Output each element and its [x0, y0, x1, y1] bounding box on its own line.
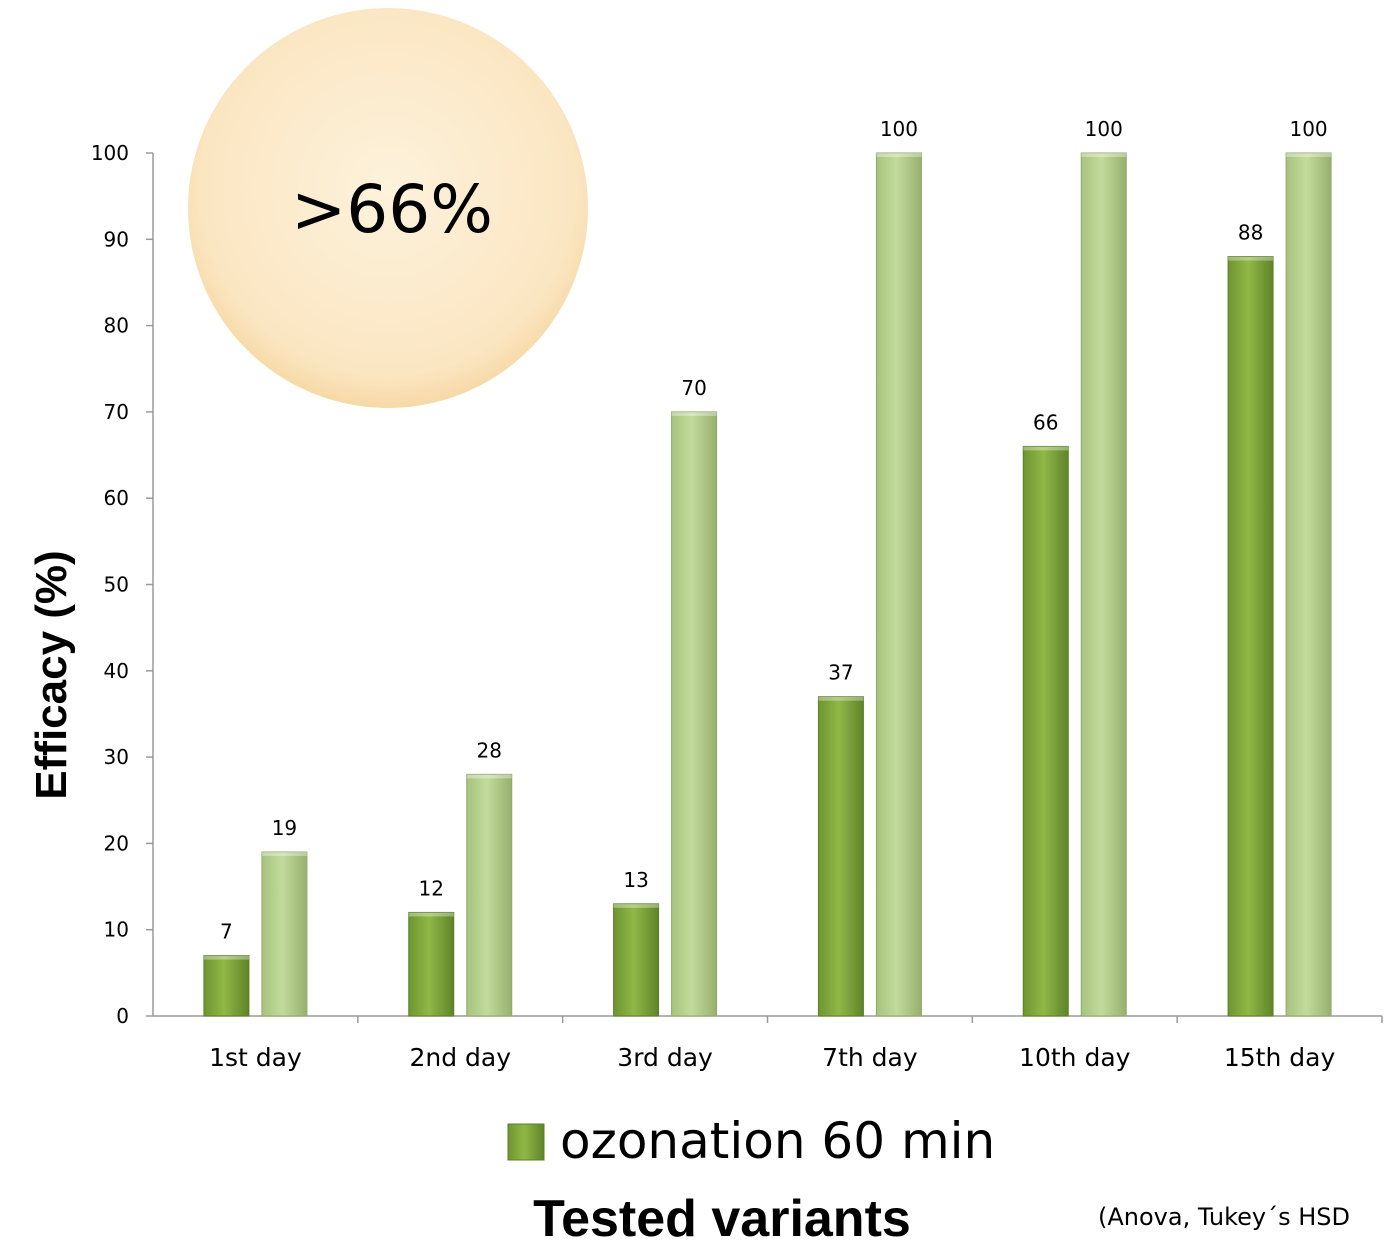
legend: ozonation 60 min — [507, 1112, 995, 1170]
data-labels: 7 19 12 28 13 70 37 100 66 100 88 100 — [220, 117, 1328, 944]
y-tick-label: 80 — [104, 314, 129, 338]
y-axis-label: Efficacy (%) — [27, 550, 76, 799]
bar-ozonation-0 — [203, 955, 250, 1017]
bar-series-2-5 — [1285, 152, 1332, 1017]
badge-circle — [188, 8, 588, 408]
data-label: 88 — [1238, 221, 1263, 245]
bar-ozonation-5 — [1227, 256, 1274, 1017]
bar-bevel — [613, 903, 659, 908]
x-category-label: 10th day — [1019, 1043, 1131, 1072]
bar-ozonation-1 — [408, 911, 455, 1017]
bar-series-2-1 — [466, 773, 513, 1017]
bar-bevel — [1228, 256, 1274, 261]
bar-bevel — [261, 852, 307, 857]
bars — [203, 152, 1332, 1017]
data-label: 100 — [880, 117, 918, 141]
y-tick-label: 40 — [104, 659, 129, 683]
bar-bevel — [1081, 153, 1127, 157]
bar-series-2-2 — [671, 411, 718, 1017]
bar-bevel — [671, 411, 717, 416]
x-axis-label: Tested variants — [533, 1190, 911, 1244]
data-label: 66 — [1033, 410, 1058, 434]
bar-series-2-0 — [261, 851, 308, 1017]
y-tick-label: 0 — [116, 1004, 129, 1028]
data-label: 7 — [220, 920, 233, 944]
bar-bevel — [203, 955, 249, 960]
data-label: 12 — [419, 876, 444, 900]
data-label: 37 — [828, 661, 853, 685]
y-tick-label: 60 — [104, 486, 129, 510]
x-category-label: 15th day — [1224, 1043, 1336, 1072]
y-tick-label: 10 — [104, 918, 129, 942]
y-tick-label: 30 — [104, 745, 129, 769]
statistics-note: (Anova, Tukey´s HSD — [1098, 1203, 1350, 1231]
data-label: 100 — [1289, 117, 1327, 141]
data-label: 100 — [1085, 117, 1123, 141]
legend-label-ozonation: ozonation 60 min — [560, 1112, 995, 1170]
badge-text: >66% — [291, 171, 493, 248]
bar-bevel — [408, 912, 454, 917]
x-category-label: 1st day — [209, 1043, 302, 1072]
bar-ozonation-3 — [817, 696, 864, 1017]
y-tick-label: 100 — [91, 141, 129, 165]
bar-bevel — [1286, 153, 1332, 157]
bar-series-2-4 — [1080, 152, 1127, 1017]
bar-bevel — [876, 153, 922, 157]
data-label: 19 — [272, 816, 297, 840]
data-label: 28 — [477, 738, 502, 762]
bar-bevel — [466, 774, 512, 779]
bar-ozonation-2 — [613, 903, 660, 1017]
y-tick-label: 50 — [104, 573, 129, 597]
legend-swatch-ozonation — [507, 1123, 545, 1161]
percentage-badge: >66% — [188, 8, 588, 408]
data-label: 13 — [623, 868, 648, 892]
bar-bevel — [818, 696, 864, 701]
x-category-label: 2nd day — [409, 1043, 511, 1072]
bar-bevel — [1023, 446, 1069, 451]
x-category-label: 3rd day — [617, 1043, 713, 1072]
x-category-label: 7th day — [822, 1043, 918, 1072]
axes: 0 10 20 30 40 50 60 70 80 90 100 1st day 2nd day 3rd … — [91, 141, 1383, 1072]
y-tick-label: 90 — [104, 227, 129, 251]
y-tick-label: 70 — [104, 400, 129, 424]
y-tick-label: 20 — [104, 831, 129, 855]
bar-ozonation-4 — [1022, 445, 1069, 1017]
bar-series-2-3 — [875, 152, 922, 1017]
data-label: 70 — [681, 376, 706, 400]
